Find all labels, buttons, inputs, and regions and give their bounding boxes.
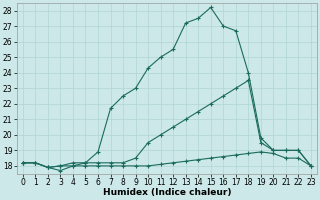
X-axis label: Humidex (Indice chaleur): Humidex (Indice chaleur)	[103, 188, 231, 197]
